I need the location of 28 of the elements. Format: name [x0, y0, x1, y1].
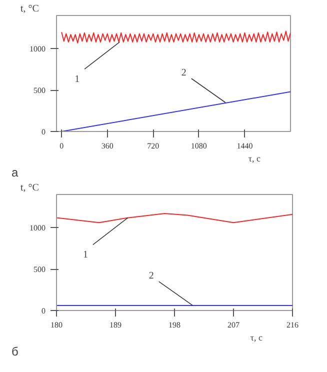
- x-tick-label: 189: [110, 320, 122, 330]
- annotation: 1: [74, 74, 80, 86]
- x-tick-label: 207: [228, 320, 240, 330]
- y-tick-label: 0: [42, 306, 46, 316]
- y-axis-title: t, °C: [20, 4, 40, 14]
- x-tick-label: 216: [286, 320, 298, 330]
- x-tick-label: 720: [147, 142, 160, 150]
- x-tick-label: 180: [50, 320, 62, 330]
- y-tick-label: 500: [34, 86, 46, 96]
- y-tick-label: 0: [42, 128, 46, 136]
- line-series: [61, 30, 290, 44]
- line-series: [56, 213, 292, 224]
- annotation: 2: [181, 68, 186, 78]
- x-axis-title: τ, с: [250, 332, 263, 342]
- y-tick-label: 1000: [30, 44, 46, 54]
- text: б: [12, 344, 18, 358]
- x-tick-label: 1440: [236, 142, 253, 150]
- x-tick-label: 198: [168, 320, 180, 330]
- annotation: 2: [148, 270, 154, 282]
- annotation: 1: [82, 250, 88, 261]
- y-axis-title: t, °C: [20, 182, 40, 194]
- text: а: [12, 166, 18, 180]
- y-tick-label: 1000: [30, 224, 46, 233]
- x-tick-label: 0: [60, 142, 64, 150]
- y-tick-label: 500: [34, 265, 46, 274]
- x-tick-label: 360: [101, 142, 114, 150]
- x-tick-label: 1080: [190, 142, 207, 150]
- x-axis-title: τ, с: [248, 154, 261, 164]
